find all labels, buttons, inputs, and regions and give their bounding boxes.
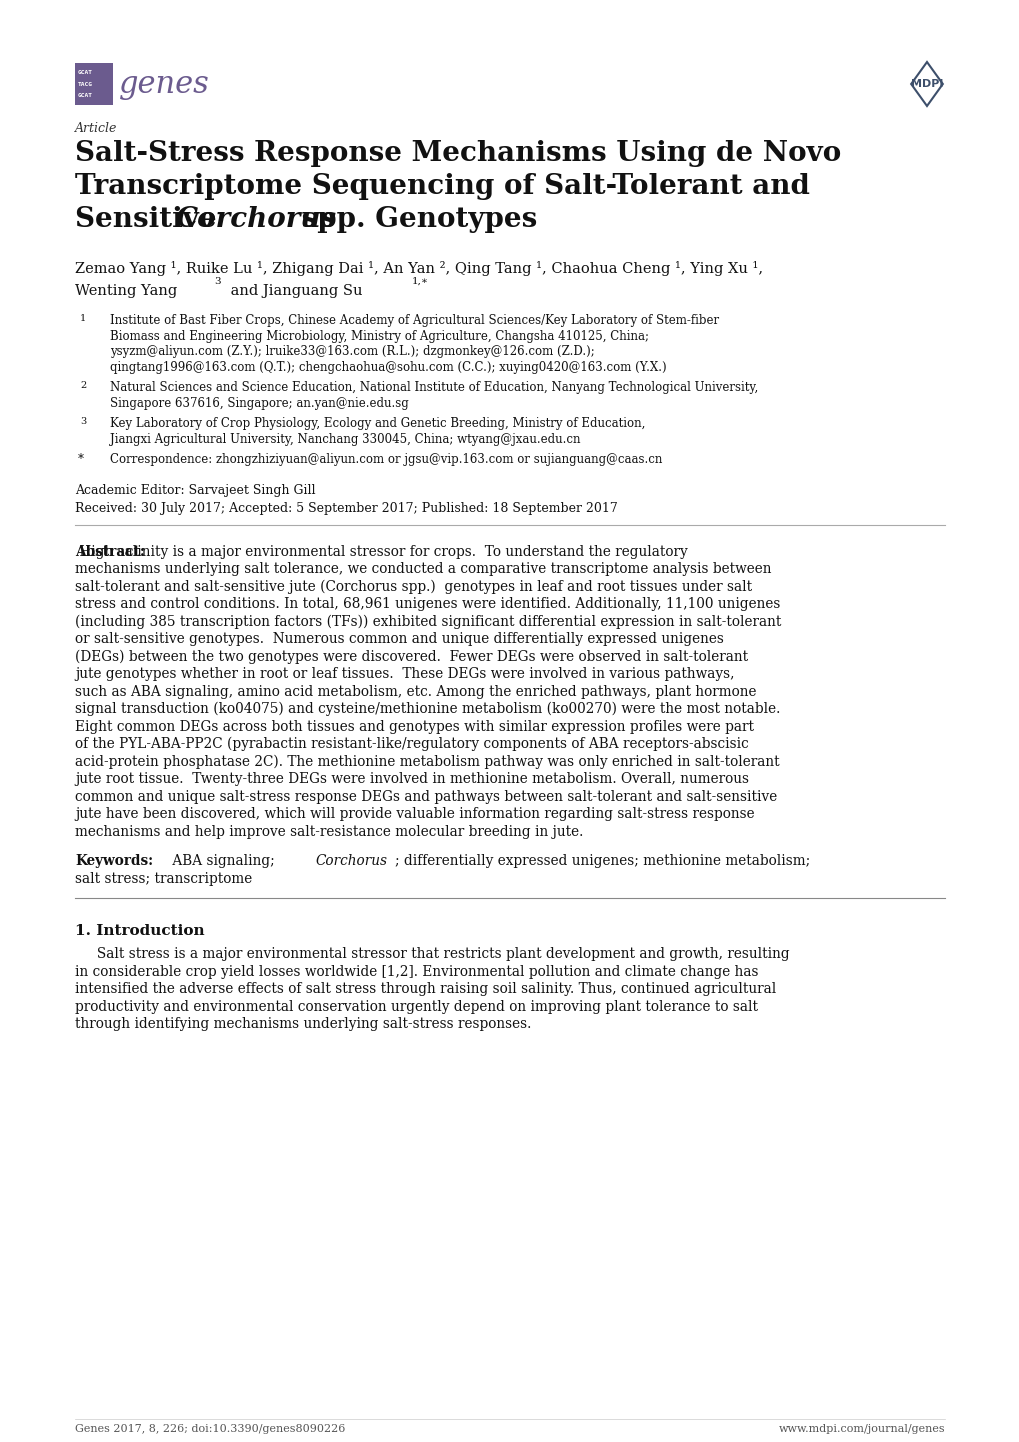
Text: Biomass and Engineering Microbiology, Ministry of Agriculture, Changsha 410125, : Biomass and Engineering Microbiology, Mi… [110,330,648,343]
Text: salt stress; transcriptome: salt stress; transcriptome [75,871,252,885]
Text: 2: 2 [79,381,87,389]
Text: ysyzm@aliyun.com (Z.Y.); lruike33@163.com (R.L.); dzgmonkey@126.com (Z.D.);: ysyzm@aliyun.com (Z.Y.); lruike33@163.co… [110,345,594,358]
Text: in considerable crop yield losses worldwide [1,2]. Environmental pollution and c: in considerable crop yield losses worldw… [75,965,758,979]
Text: GCAT: GCAT [77,92,93,98]
Text: spp. Genotypes: spp. Genotypes [291,206,537,234]
Text: and Jianguang Su: and Jianguang Su [226,284,367,298]
Text: (including 385 transcription factors (TFs)) exhibited significant differential e: (including 385 transcription factors (TF… [75,614,781,629]
Text: 3: 3 [79,417,87,425]
Text: Corchorus: Corchorus [315,854,386,868]
Text: Sensitive: Sensitive [75,206,226,234]
Text: mechanisms underlying salt tolerance, we conducted a comparative transcriptome a: mechanisms underlying salt tolerance, we… [75,562,770,575]
Text: qingtang1996@163.com (Q.T.); chengchaohua@sohu.com (C.C.); xuying0420@163.com (Y: qingtang1996@163.com (Q.T.); chengchaohu… [110,360,666,373]
Text: Keywords:: Keywords: [75,854,153,868]
Text: such as ABA signaling, amino acid metabolism, etc. Among the enriched pathways, : such as ABA signaling, amino acid metabo… [75,685,756,698]
Text: ABA signaling;: ABA signaling; [168,854,279,868]
Text: www.mdpi.com/journal/genes: www.mdpi.com/journal/genes [777,1425,944,1433]
Text: Genes 2017, 8, 226; doi:10.3390/genes8090226: Genes 2017, 8, 226; doi:10.3390/genes809… [75,1425,345,1433]
Text: common and unique salt-stress response DEGs and pathways between salt-tolerant a: common and unique salt-stress response D… [75,790,776,803]
Text: TACG: TACG [77,82,93,87]
Text: Eight common DEGs across both tissues and genotypes with similar expression prof: Eight common DEGs across both tissues an… [75,720,753,734]
Text: Received: 30 July 2017; Accepted: 5 September 2017; Published: 18 September 2017: Received: 30 July 2017; Accepted: 5 Sept… [75,502,618,515]
Text: acid-protein phosphatase 2C). The methionine metabolism pathway was only enriche: acid-protein phosphatase 2C). The methio… [75,754,779,769]
Text: jute root tissue.  Twenty-three DEGs were involved in methionine metabolism. Ove: jute root tissue. Twenty-three DEGs were… [75,771,748,786]
FancyBboxPatch shape [75,63,113,105]
Text: 1: 1 [79,314,87,323]
Text: *: * [77,453,84,466]
Text: Article: Article [75,123,117,136]
Text: jute genotypes whether in root or leaf tissues.  These DEGs were involved in var: jute genotypes whether in root or leaf t… [75,668,734,681]
Text: 1,∗: 1,∗ [412,277,428,286]
Text: High salinity is a major environmental stressor for crops.  To understand the re: High salinity is a major environmental s… [75,545,687,558]
Text: Key Laboratory of Crop Physiology, Ecology and Genetic Breeding, Ministry of Edu: Key Laboratory of Crop Physiology, Ecolo… [110,417,645,430]
Text: Salt stress is a major environmental stressor that restricts plant development a: Salt stress is a major environmental str… [75,947,789,960]
Text: Natural Sciences and Science Education, National Institute of Education, Nanyang: Natural Sciences and Science Education, … [110,381,757,394]
Text: genes: genes [119,69,210,99]
Text: Wenting Yang: Wenting Yang [75,284,181,298]
Text: Zemao Yang ¹, Ruike Lu ¹, Zhigang Dai ¹, An Yan ², Qing Tang ¹, Chaohua Cheng ¹,: Zemao Yang ¹, Ruike Lu ¹, Zhigang Dai ¹,… [75,261,762,275]
Text: (DEGs) between the two genotypes were discovered.  Fewer DEGs were observed in s: (DEGs) between the two genotypes were di… [75,649,747,663]
Text: or salt-sensitive genotypes.  Numerous common and unique differentially expresse: or salt-sensitive genotypes. Numerous co… [75,632,723,646]
Text: intensified the adverse effects of salt stress through raising soil salinity. Th: intensified the adverse effects of salt … [75,982,775,996]
Text: salt-tolerant and salt-sensitive jute (Corchorus spp.)  genotypes in leaf and ro: salt-tolerant and salt-sensitive jute (C… [75,580,751,594]
Text: Singapore 637616, Singapore; an.yan@nie.edu.sg: Singapore 637616, Singapore; an.yan@nie.… [110,397,409,410]
Text: of the PYL-ABA-PP2C (pyrabactin resistant-like/regulatory components of ABA rece: of the PYL-ABA-PP2C (pyrabactin resistan… [75,737,748,751]
Text: Salt-Stress Response Mechanisms Using de Novo: Salt-Stress Response Mechanisms Using de… [75,140,841,167]
Text: stress and control conditions. In total, 68,961 unigenes were identified. Additi: stress and control conditions. In total,… [75,597,780,611]
Text: Transcriptome Sequencing of Salt-Tolerant and: Transcriptome Sequencing of Salt-Toleran… [75,173,809,200]
Text: Corchorus: Corchorus [176,206,337,234]
Text: Correspondence: zhongzhiziyuan@aliyun.com or jgsu@vip.163.com or sujianguang@caa: Correspondence: zhongzhiziyuan@aliyun.co… [110,453,661,466]
Text: Jiangxi Agricultural University, Nanchang 330045, China; wtyang@jxau.edu.cn: Jiangxi Agricultural University, Nanchan… [110,433,580,446]
Text: productivity and environmental conservation urgently depend on improving plant t: productivity and environmental conservat… [75,999,757,1014]
Text: signal transduction (ko04075) and cysteine/methionine metabolism (ko00270) were : signal transduction (ko04075) and cystei… [75,702,780,717]
Text: mechanisms and help improve salt-resistance molecular breeding in jute.: mechanisms and help improve salt-resista… [75,825,583,838]
Text: jute have been discovered, which will provide valuable information regarding sal: jute have been discovered, which will pr… [75,808,754,820]
Text: Abstract:: Abstract: [75,545,145,558]
Text: through identifying mechanisms underlying salt-stress responses.: through identifying mechanisms underlyin… [75,1017,531,1031]
Text: ; differentially expressed unigenes; methionine metabolism;: ; differentially expressed unigenes; met… [394,854,809,868]
Text: Academic Editor: Sarvajeet Singh Gill: Academic Editor: Sarvajeet Singh Gill [75,483,315,496]
Text: 1. Introduction: 1. Introduction [75,924,205,937]
Text: MDPI: MDPI [910,79,943,89]
Text: GCAT: GCAT [77,71,93,75]
Text: Institute of Bast Fiber Crops, Chinese Academy of Agricultural Sciences/Key Labo: Institute of Bast Fiber Crops, Chinese A… [110,314,718,327]
Text: 3: 3 [214,277,220,286]
